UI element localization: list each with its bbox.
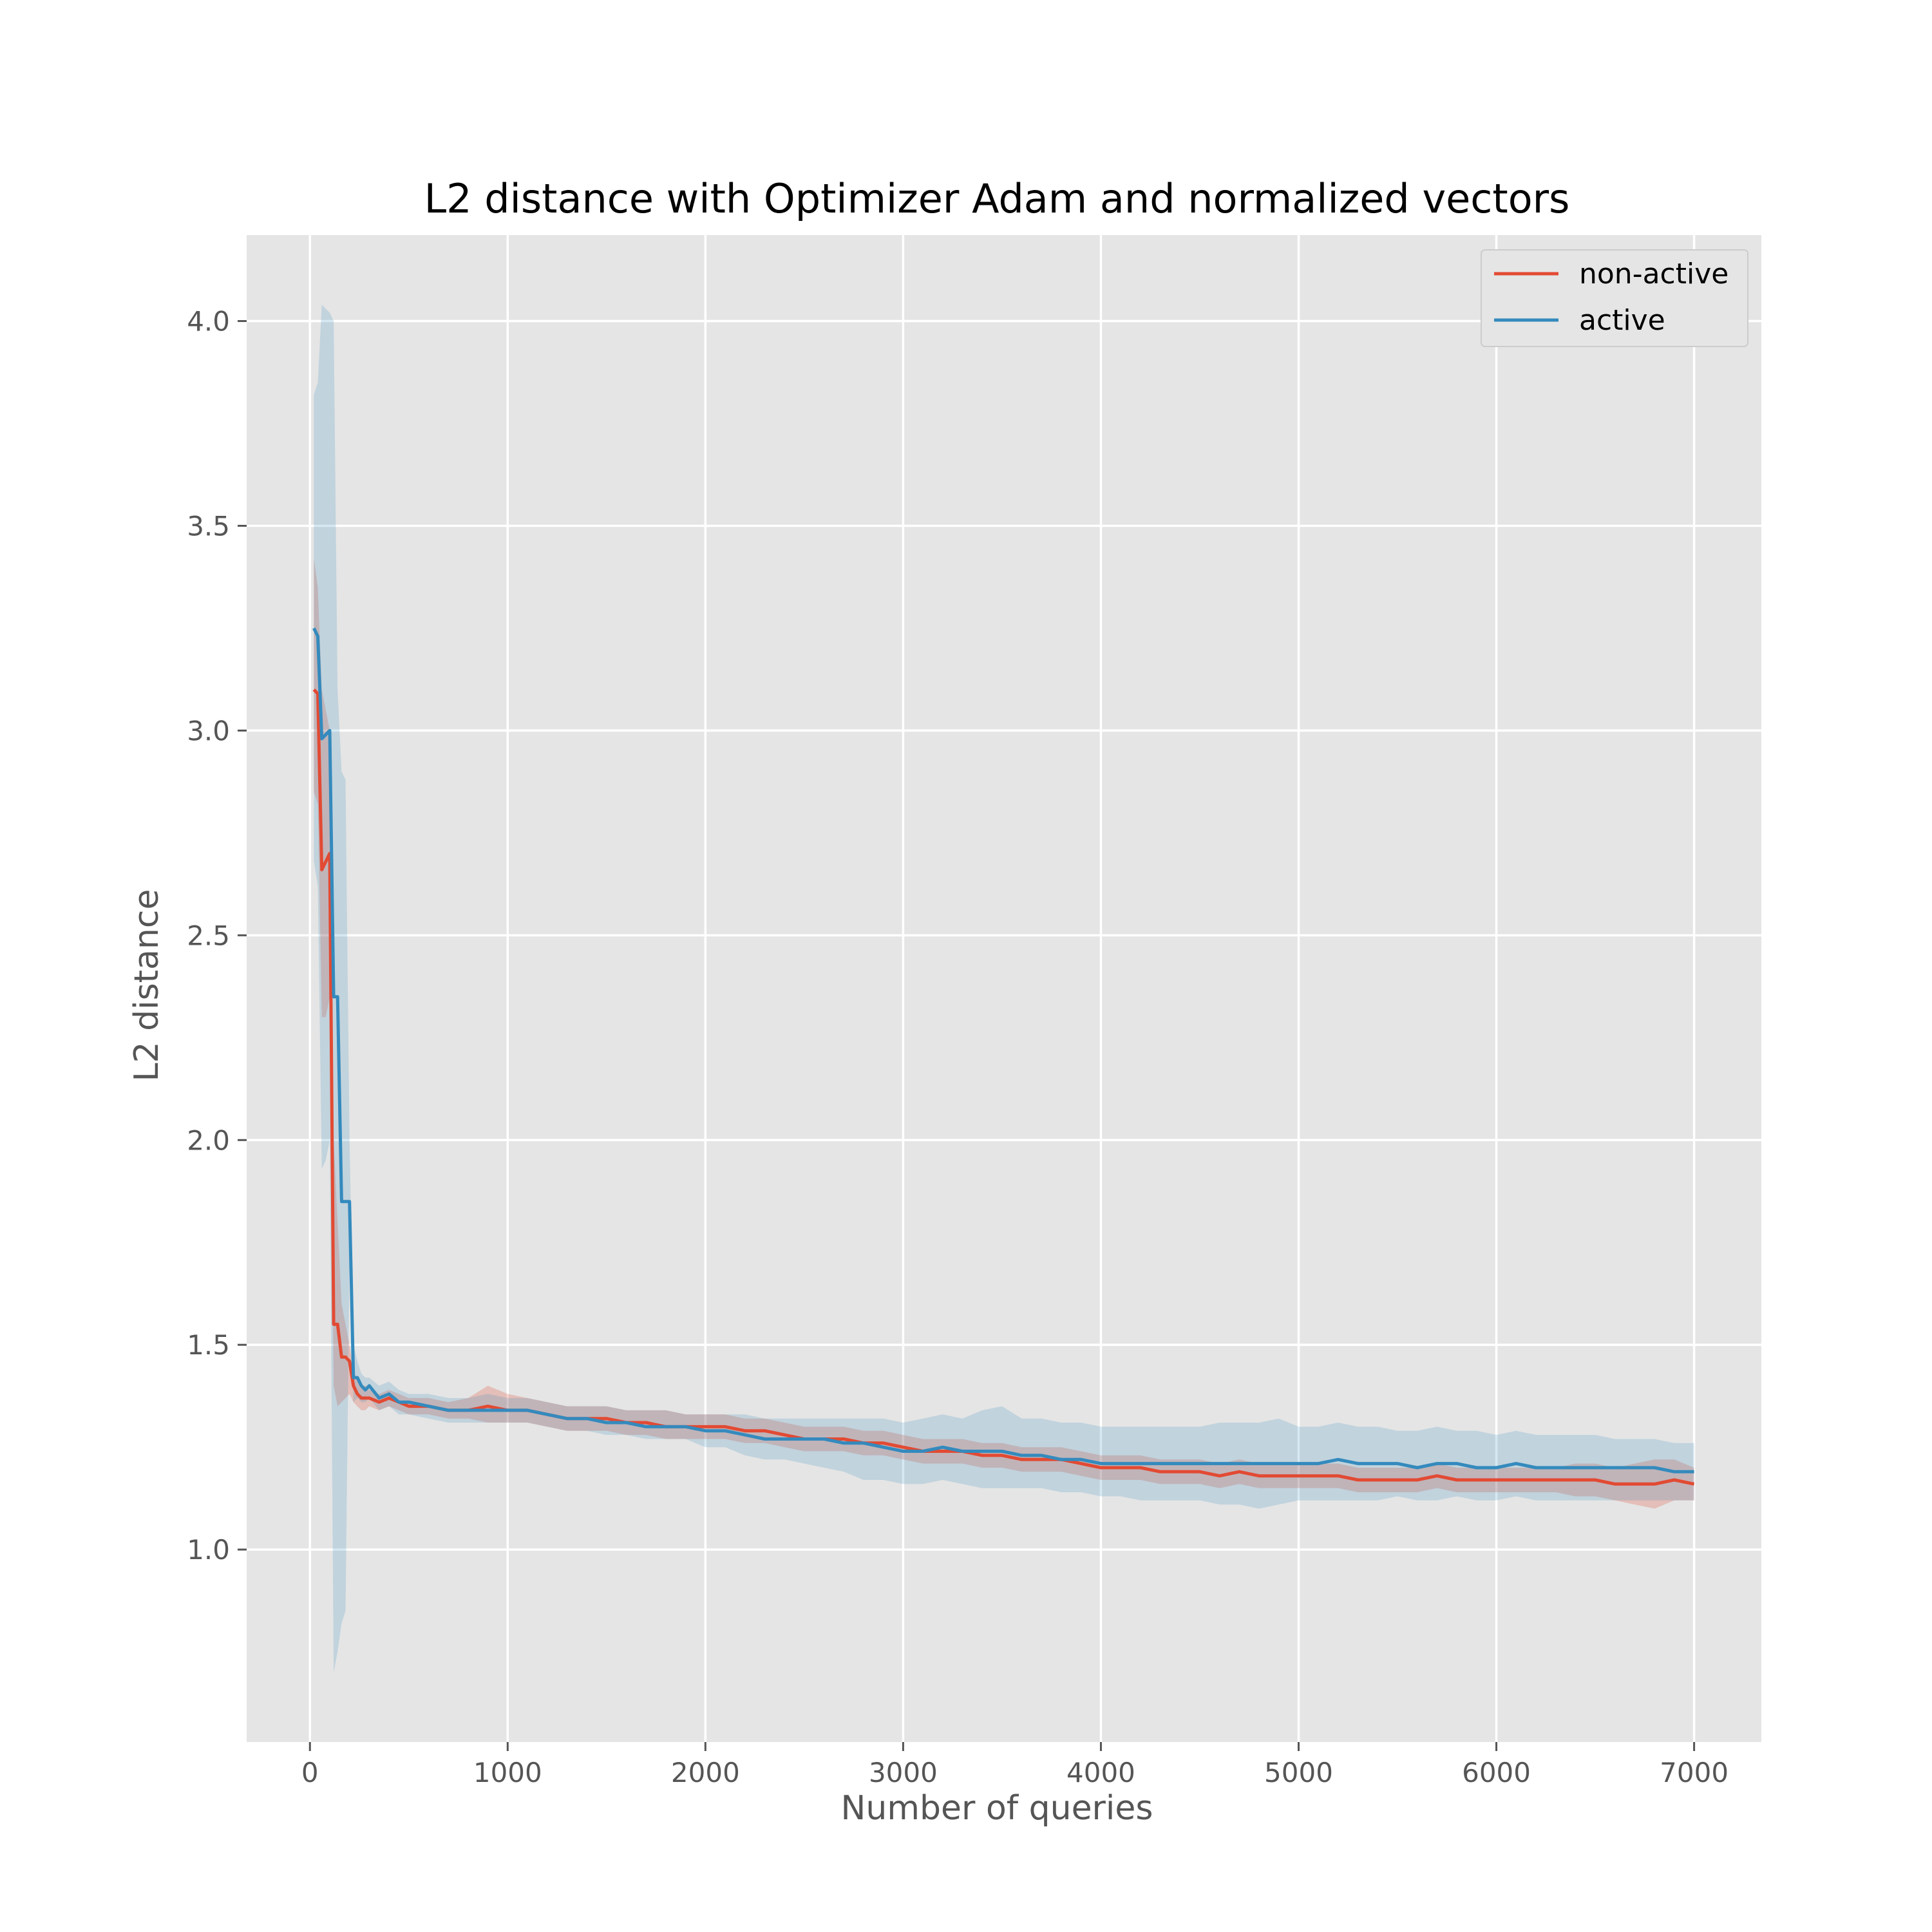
series-lines xyxy=(312,627,1695,1486)
x-tick-label: 5000 xyxy=(1264,1757,1333,1788)
x-tick-label: 2000 xyxy=(671,1757,740,1788)
confidence-band-non-active xyxy=(314,558,1694,1509)
y-tick-label: 2.5 xyxy=(187,920,230,951)
legend-label-active: active xyxy=(1579,304,1665,337)
series-line-active xyxy=(312,627,1694,1473)
y-tick-label: 3.5 xyxy=(187,510,230,542)
y-tick-label: 3.0 xyxy=(187,715,230,746)
legend-label-non-active: non-active xyxy=(1579,258,1728,290)
legend: non-active active xyxy=(1481,249,1748,347)
y-tick-label: 4.0 xyxy=(187,306,230,337)
x-axis-label: Number of queries xyxy=(841,1789,1153,1828)
y-tick-label: 2.0 xyxy=(187,1124,230,1156)
x-tick-label: 3000 xyxy=(869,1757,938,1788)
plot-area xyxy=(247,235,1761,1742)
confidence-bands xyxy=(314,305,1694,1672)
x-tick-label: 7000 xyxy=(1660,1757,1728,1788)
y-tick-label: 1.5 xyxy=(187,1329,230,1361)
axes: 0 1000 2000 3000 4000 5000 6000 7000 1.0 1.5 2.0 2.… xyxy=(187,306,1728,1788)
y-tick-label: 1.0 xyxy=(187,1534,230,1566)
x-tick-label: 0 xyxy=(301,1757,319,1788)
chart-title: L2 distance with Optimizer Adam and norm… xyxy=(424,175,1570,222)
x-tick-label: 6000 xyxy=(1462,1757,1531,1788)
series-line-non-active xyxy=(312,688,1695,1486)
x-tick-label: 4000 xyxy=(1066,1757,1135,1788)
grid xyxy=(247,235,1761,1742)
y-axis-label: L2 distance xyxy=(128,889,166,1082)
x-tick-label: 1000 xyxy=(473,1757,542,1788)
